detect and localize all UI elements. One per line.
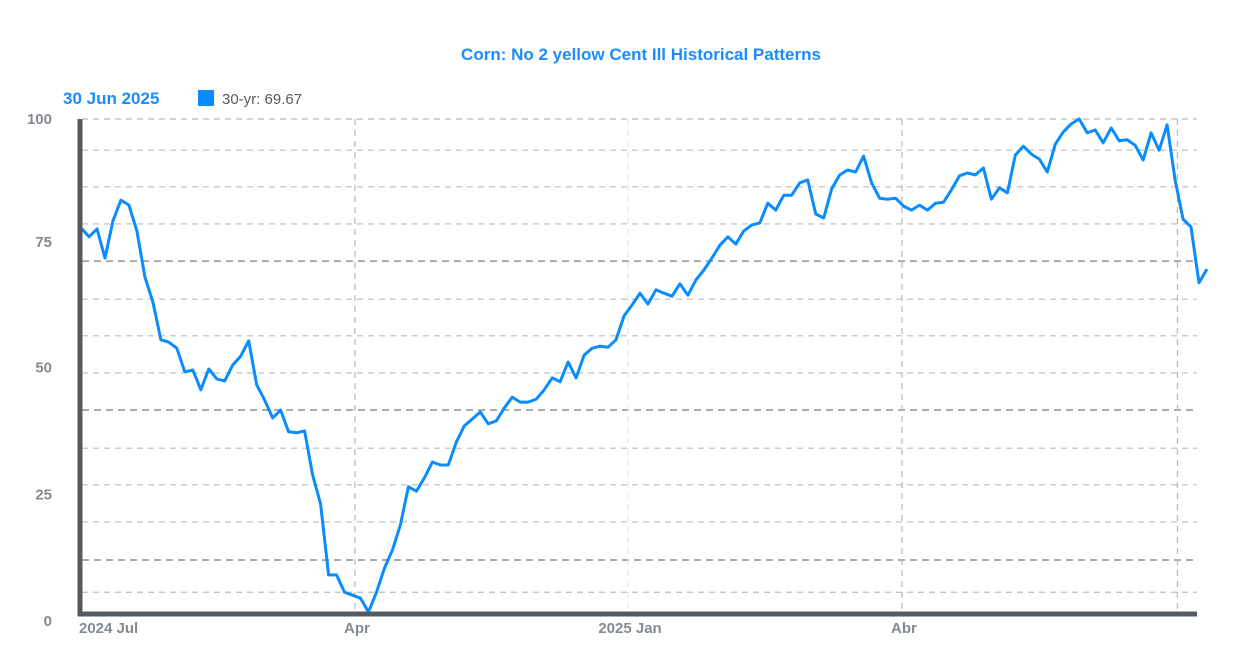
- legend-swatch: [198, 90, 214, 106]
- y-tick-label: 25: [35, 486, 52, 503]
- series-line-30yr: [79, 117, 1209, 614]
- y-tick-label: 0: [44, 613, 52, 630]
- x-axis-ticks: 2024 Jul Apr 2025 Jan Abr: [79, 620, 917, 637]
- x-tick-label: Apr: [344, 620, 370, 637]
- y-tick-label: 100: [27, 111, 52, 128]
- x-tick-label: Abr: [891, 620, 917, 637]
- chart-title: Corn: No 2 yellow Cent Ill Historical Pa…: [461, 45, 821, 64]
- legend-label[interactable]: 30-yr: 69.67: [222, 91, 302, 108]
- y-axis-ticks: 0 25 50 75 100: [27, 111, 52, 630]
- gridlines: [82, 118, 1197, 614]
- y-tick-label: 50: [35, 360, 52, 377]
- y-tick-label: 75: [35, 234, 52, 251]
- x-tick-label: 2025 Jan: [598, 620, 661, 637]
- x-tick-label: 2024 Jul: [79, 620, 138, 637]
- date-label: 30 Jun 2025: [63, 89, 159, 108]
